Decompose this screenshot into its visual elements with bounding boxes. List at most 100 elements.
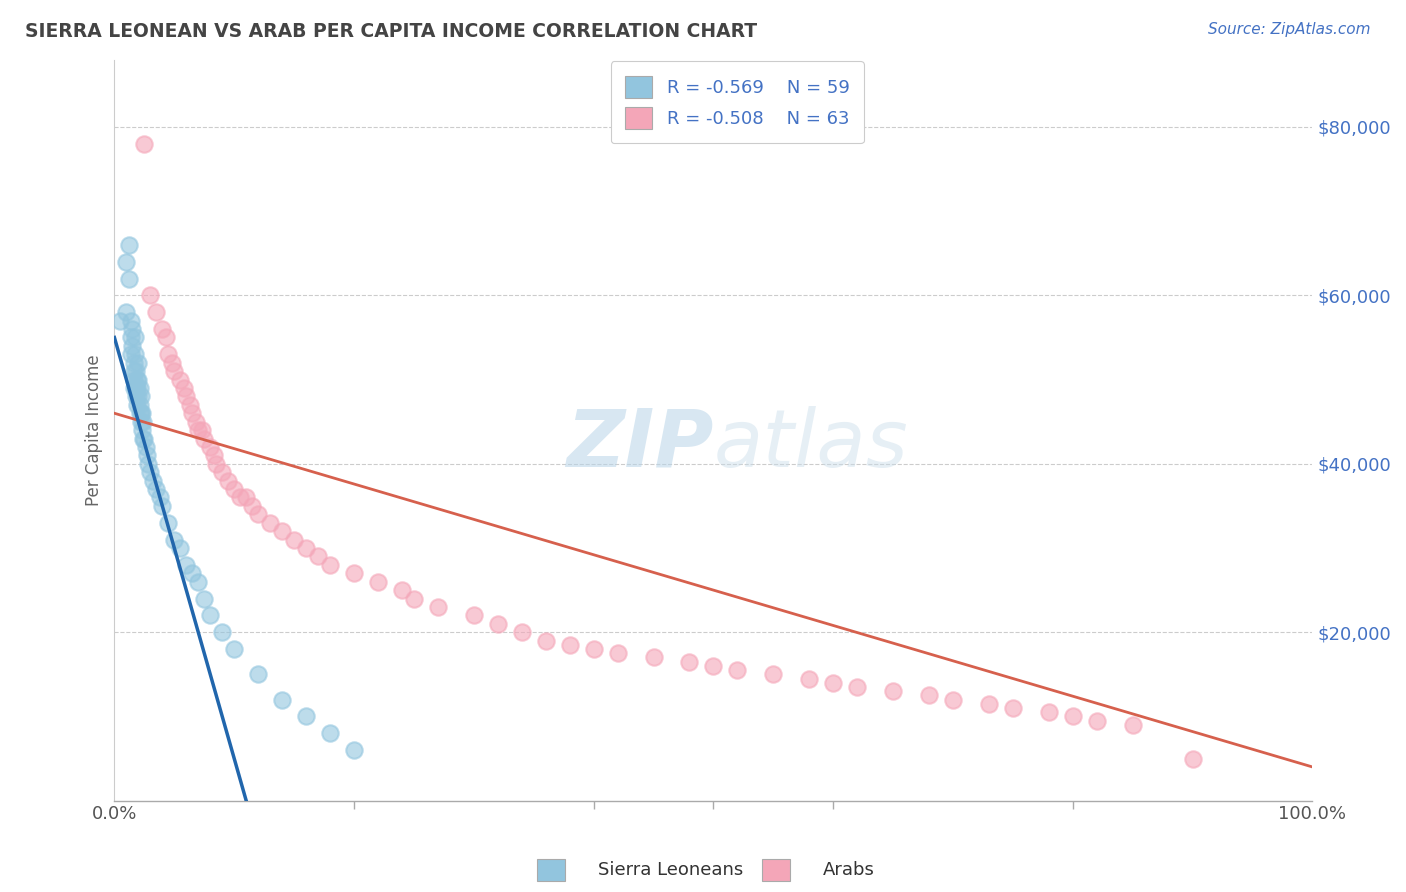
Point: [163, 533, 186, 547]
Point: [558, 638, 581, 652]
Y-axis label: Per Capita Income: Per Capita Income: [86, 354, 103, 506]
Point: [678, 655, 700, 669]
Point: [122, 373, 145, 387]
Point: [200, 440, 222, 454]
Point: [211, 625, 233, 640]
Point: [125, 389, 148, 403]
Point: [259, 516, 281, 530]
Point: [187, 423, 209, 437]
Point: [224, 642, 246, 657]
Point: [139, 465, 162, 479]
Point: [643, 650, 665, 665]
Text: ZIP: ZIP: [567, 406, 713, 484]
Point: [125, 381, 148, 395]
Point: [136, 457, 159, 471]
Point: [486, 616, 509, 631]
Point: [319, 726, 342, 740]
Point: [121, 322, 143, 336]
Point: [142, 474, 165, 488]
Text: Arabs: Arabs: [823, 861, 875, 879]
Point: [128, 406, 150, 420]
Point: [882, 684, 904, 698]
Point: [134, 136, 156, 151]
Point: [283, 533, 305, 547]
Point: [391, 583, 413, 598]
Point: [1181, 751, 1204, 765]
Point: [224, 482, 246, 496]
Point: [271, 524, 294, 538]
Point: [846, 680, 869, 694]
Point: [402, 591, 425, 606]
Point: [319, 558, 342, 572]
Point: [169, 373, 191, 387]
Point: [977, 697, 1000, 711]
Point: [122, 356, 145, 370]
Point: [762, 667, 785, 681]
Point: [145, 482, 167, 496]
Point: [145, 305, 167, 319]
Point: [211, 465, 233, 479]
Point: [124, 330, 146, 344]
Point: [127, 398, 149, 412]
Point: [120, 313, 142, 327]
Point: [129, 406, 152, 420]
Point: [169, 541, 191, 555]
Point: [127, 373, 149, 387]
Point: [1122, 718, 1144, 732]
Point: [271, 692, 294, 706]
Point: [125, 364, 148, 378]
Point: [307, 549, 329, 564]
Point: [295, 709, 318, 723]
Point: [193, 591, 215, 606]
Point: [918, 689, 941, 703]
Point: [193, 432, 215, 446]
Point: [127, 356, 149, 370]
Point: [217, 474, 239, 488]
Point: [150, 499, 173, 513]
Text: Sierra Leoneans: Sierra Leoneans: [598, 861, 742, 879]
Point: [127, 373, 149, 387]
Point: [139, 288, 162, 302]
Point: [129, 415, 152, 429]
Point: [202, 449, 225, 463]
Point: [582, 642, 605, 657]
Point: [160, 356, 183, 370]
Point: [606, 646, 628, 660]
Point: [235, 491, 257, 505]
Point: [205, 457, 228, 471]
Point: [157, 347, 180, 361]
Point: [173, 381, 195, 395]
Point: [184, 415, 207, 429]
Point: [163, 364, 186, 378]
Point: [725, 663, 748, 677]
Point: [247, 508, 270, 522]
Point: [343, 566, 366, 581]
Point: [121, 339, 143, 353]
Point: [942, 692, 965, 706]
Point: [343, 743, 366, 757]
Point: [128, 398, 150, 412]
Point: [118, 271, 141, 285]
Point: [124, 347, 146, 361]
Point: [240, 499, 263, 513]
Point: [187, 574, 209, 589]
Point: [135, 440, 157, 454]
Point: [127, 381, 149, 395]
Point: [157, 516, 180, 530]
Point: [1062, 709, 1084, 723]
Text: Source: ZipAtlas.com: Source: ZipAtlas.com: [1208, 22, 1371, 37]
Point: [128, 381, 150, 395]
Point: [150, 322, 173, 336]
Point: [823, 675, 845, 690]
Point: [129, 389, 152, 403]
Point: [179, 398, 201, 412]
Point: [135, 449, 157, 463]
Point: [367, 574, 389, 589]
Point: [131, 406, 153, 420]
Point: [174, 389, 197, 403]
Point: [247, 667, 270, 681]
Point: [118, 238, 141, 252]
Point: [702, 659, 724, 673]
Point: [510, 625, 533, 640]
Point: [534, 633, 557, 648]
